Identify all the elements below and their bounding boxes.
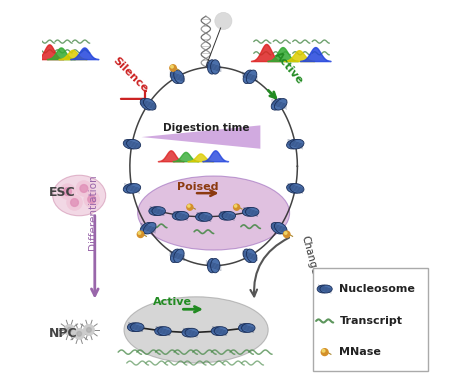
Circle shape — [187, 204, 193, 210]
Circle shape — [64, 188, 72, 196]
Ellipse shape — [196, 213, 209, 221]
Circle shape — [234, 204, 240, 210]
Circle shape — [188, 205, 190, 207]
Circle shape — [84, 192, 100, 207]
Ellipse shape — [128, 323, 141, 332]
Circle shape — [171, 65, 173, 68]
Ellipse shape — [210, 258, 220, 273]
Circle shape — [80, 185, 88, 192]
Ellipse shape — [274, 99, 287, 110]
Circle shape — [60, 184, 75, 199]
Circle shape — [138, 232, 141, 234]
Ellipse shape — [207, 258, 217, 273]
Text: MNase: MNase — [339, 347, 382, 357]
Ellipse shape — [242, 324, 255, 332]
Ellipse shape — [171, 70, 181, 84]
Ellipse shape — [140, 222, 153, 234]
Circle shape — [67, 328, 72, 332]
Ellipse shape — [287, 184, 301, 193]
Ellipse shape — [238, 324, 252, 332]
Ellipse shape — [158, 327, 171, 335]
Text: Active: Active — [272, 50, 305, 86]
Text: ESC: ESC — [49, 187, 76, 199]
Ellipse shape — [243, 249, 254, 262]
Ellipse shape — [207, 60, 217, 74]
Circle shape — [88, 196, 96, 203]
FancyBboxPatch shape — [313, 267, 428, 371]
Ellipse shape — [127, 139, 141, 149]
Text: Nucleosome: Nucleosome — [339, 284, 415, 294]
Text: Transcript: Transcript — [339, 316, 402, 326]
Circle shape — [215, 13, 232, 30]
Circle shape — [87, 328, 91, 332]
Text: Digestion time: Digestion time — [163, 123, 249, 133]
Circle shape — [137, 231, 144, 237]
Ellipse shape — [290, 139, 304, 149]
Ellipse shape — [171, 249, 181, 262]
Circle shape — [67, 195, 82, 210]
Circle shape — [76, 181, 91, 196]
Ellipse shape — [182, 328, 195, 337]
Ellipse shape — [271, 99, 284, 110]
Ellipse shape — [214, 327, 228, 335]
Text: Silence: Silence — [110, 55, 149, 94]
Ellipse shape — [149, 207, 162, 215]
Ellipse shape — [246, 208, 259, 216]
Ellipse shape — [152, 207, 165, 215]
Ellipse shape — [290, 184, 304, 193]
Ellipse shape — [219, 212, 232, 220]
Ellipse shape — [172, 212, 186, 220]
Ellipse shape — [127, 184, 141, 193]
Text: Differentiation: Differentiation — [88, 174, 98, 250]
Ellipse shape — [130, 323, 144, 332]
Ellipse shape — [246, 70, 257, 84]
Text: Poised: Poised — [177, 182, 218, 192]
Ellipse shape — [287, 139, 301, 149]
Circle shape — [283, 231, 290, 237]
Circle shape — [77, 332, 82, 336]
Ellipse shape — [271, 222, 284, 234]
Text: Change: Change — [300, 234, 319, 275]
Ellipse shape — [53, 175, 106, 216]
Ellipse shape — [210, 60, 220, 74]
Ellipse shape — [317, 285, 329, 293]
Ellipse shape — [140, 99, 153, 110]
Ellipse shape — [144, 222, 156, 234]
Polygon shape — [142, 126, 260, 149]
Circle shape — [83, 325, 94, 335]
Ellipse shape — [173, 70, 184, 84]
Ellipse shape — [137, 176, 290, 250]
Ellipse shape — [246, 249, 257, 262]
Ellipse shape — [175, 212, 189, 220]
Ellipse shape — [173, 249, 184, 262]
Ellipse shape — [243, 70, 254, 84]
Ellipse shape — [274, 222, 287, 234]
Circle shape — [321, 349, 328, 355]
Circle shape — [74, 328, 85, 339]
Ellipse shape — [320, 285, 332, 293]
Ellipse shape — [185, 328, 199, 337]
Circle shape — [322, 350, 325, 352]
Text: Active: Active — [153, 296, 192, 307]
Ellipse shape — [123, 139, 137, 149]
Circle shape — [235, 205, 237, 207]
Ellipse shape — [144, 99, 156, 110]
Ellipse shape — [199, 213, 212, 221]
Circle shape — [71, 199, 78, 206]
Ellipse shape — [242, 208, 256, 216]
Text: NPC: NPC — [49, 326, 78, 340]
Ellipse shape — [155, 327, 168, 335]
Circle shape — [170, 65, 176, 71]
Circle shape — [64, 325, 75, 335]
Ellipse shape — [123, 184, 137, 193]
Circle shape — [284, 232, 287, 234]
Ellipse shape — [124, 297, 268, 363]
Ellipse shape — [222, 212, 236, 220]
Ellipse shape — [211, 327, 225, 335]
